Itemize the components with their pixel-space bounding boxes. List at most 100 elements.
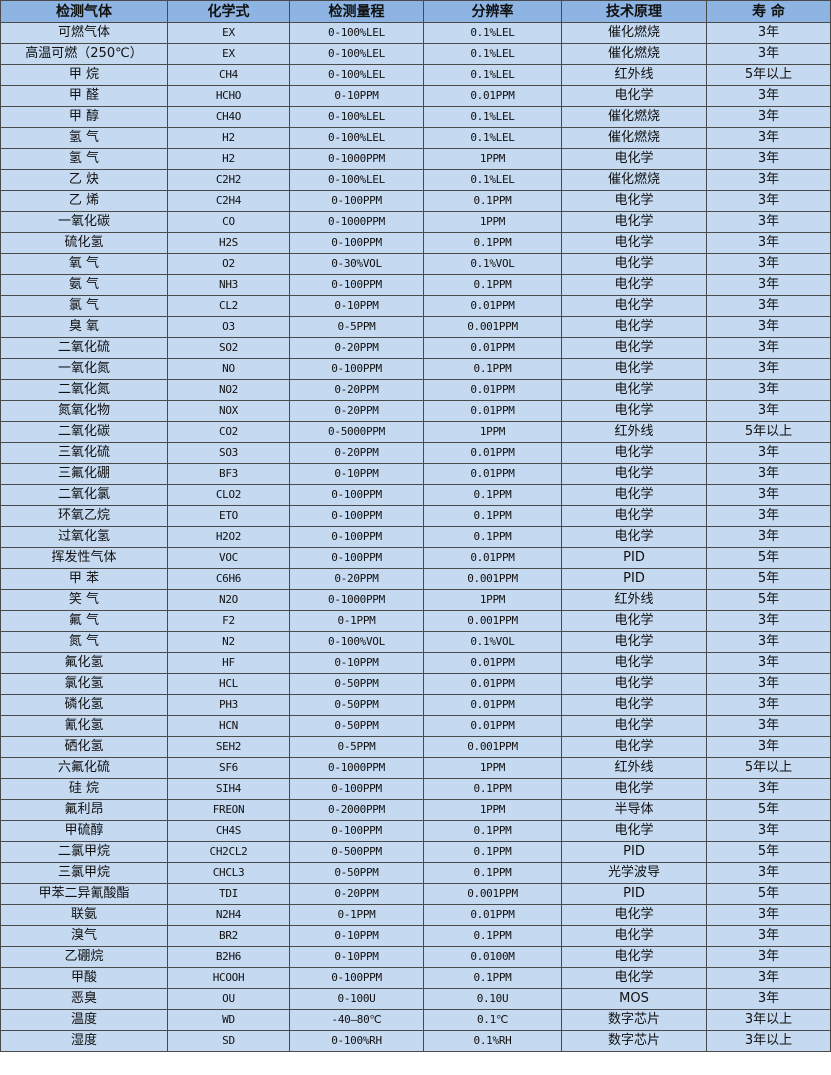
- table-row: 联氨 N2H4 0-1PPM 0.01PPM 电化学 3年: [0, 904, 831, 926]
- lifespan-cell: 3年: [706, 778, 831, 800]
- lifespan-cell: 3年: [706, 358, 831, 380]
- gas-name-cell: 氟利昂: [0, 799, 168, 821]
- range-cell: 0-20PPM: [289, 883, 424, 905]
- gas-detection-table: 检测气体 化学式 检测量程 分辨率 技术原理寿 命 可燃气体 EX 0-100%LEL 0.1…: [0, 0, 831, 1052]
- lifespan-cell: 3年: [706, 652, 831, 674]
- principle-cell: 数字芯片: [561, 1030, 707, 1052]
- lifespan-cell: 3年: [706, 43, 831, 65]
- formula-cell: HCHO: [167, 85, 290, 107]
- resolution-cell: 0.01PPM: [423, 337, 562, 359]
- principle-cell: 红外线: [561, 421, 707, 443]
- range-cell: 0-5PPM: [289, 736, 424, 758]
- gas-name-cell: 一氧化碳: [0, 211, 168, 233]
- gas-name-cell: 甲硫醇: [0, 820, 168, 842]
- range-cell: 0-5000PPM: [289, 421, 424, 443]
- range-cell: 0-20PPM: [289, 442, 424, 464]
- resolution-cell: 0.001PPM: [423, 568, 562, 590]
- lifespan-cell: 3年: [706, 106, 831, 128]
- table-row: 二氧化氮 NO2 0-20PPM 0.01PPM 电化学 3年: [0, 379, 831, 401]
- range-cell: 0-100%LEL: [289, 127, 424, 149]
- gas-name-cell: 三氟化硼: [0, 463, 168, 485]
- table-row: 三氟化硼 BF3 0-10PPM 0.01PPM 电化学 3年: [0, 463, 831, 485]
- lifespan-cell: 3年: [706, 820, 831, 842]
- gas-name-cell: 二氧化氮: [0, 379, 168, 401]
- formula-cell: CH2CL2: [167, 841, 290, 863]
- resolution-cell: 1PPM: [423, 589, 562, 611]
- lifespan-cell: 3年: [706, 463, 831, 485]
- gas-name-cell: 环氧乙烷: [0, 505, 168, 527]
- principle-cell: 电化学: [561, 211, 707, 233]
- principle-cell: 电化学: [561, 463, 707, 485]
- table-row: 氟化氢 HF 0-10PPM 0.01PPM 电化学 3年: [0, 652, 831, 674]
- gas-name-cell: 氧 气: [0, 253, 168, 275]
- range-cell: 0-100PPM: [289, 967, 424, 989]
- table-row: 二氧化硫 SO2 0-20PPM 0.01PPM 电化学 3年: [0, 337, 831, 359]
- lifespan-cell: 3年: [706, 484, 831, 506]
- range-cell: 0-100PPM: [289, 358, 424, 380]
- principle-cell: 电化学: [561, 694, 707, 716]
- principle-cell: 电化学: [561, 505, 707, 527]
- formula-cell: CO2: [167, 421, 290, 443]
- gas-name-cell: 氮氧化物: [0, 400, 168, 422]
- formula-cell: CH4: [167, 64, 290, 86]
- formula-cell: BF3: [167, 463, 290, 485]
- lifespan-cell: 5年: [706, 589, 831, 611]
- range-cell: 0-100PPM: [289, 274, 424, 296]
- table-row: 氮 气 N2 0-100%VOL 0.1%VOL 电化学 3年: [0, 631, 831, 653]
- lifespan-cell: 3年: [706, 379, 831, 401]
- lifespan-cell: 5年: [706, 841, 831, 863]
- principle-cell: 催化燃烧: [561, 169, 707, 191]
- gas-name-cell: 氨 气: [0, 274, 168, 296]
- principle-cell: 催化燃烧: [561, 43, 707, 65]
- table-row: 可燃气体 EX 0-100%LEL 0.1%LEL 催化燃烧 3年: [0, 22, 831, 44]
- gas-name-cell: 三氯甲烷: [0, 862, 168, 884]
- resolution-cell: 0.01PPM: [423, 295, 562, 317]
- table-row: 氨 气 NH3 0-100PPM 0.1PPM 电化学 3年: [0, 274, 831, 296]
- header-principle: 技术原理: [561, 0, 707, 23]
- resolution-cell: 0.01PPM: [423, 694, 562, 716]
- lifespan-cell: 3年以上: [706, 1030, 831, 1052]
- lifespan-cell: 3年: [706, 904, 831, 926]
- lifespan-cell: 3年: [706, 631, 831, 653]
- table-row: 二氧化氯 CLO2 0-100PPM 0.1PPM 电化学 3年: [0, 484, 831, 506]
- lifespan-cell: 3年: [706, 505, 831, 527]
- range-cell: 0-100%LEL: [289, 43, 424, 65]
- table-row: 一氧化碳 CO 0-1000PPM 1PPM 电化学 3年: [0, 211, 831, 233]
- lifespan-cell: 5年: [706, 799, 831, 821]
- resolution-cell: 1PPM: [423, 421, 562, 443]
- table-row: 过氧化氢 H2O2 0-100PPM 0.1PPM 电化学 3年: [0, 526, 831, 548]
- principle-cell: 电化学: [561, 274, 707, 296]
- formula-cell: HCN: [167, 715, 290, 737]
- lifespan-cell: 3年: [706, 610, 831, 632]
- principle-cell: PID: [561, 841, 707, 863]
- table-row: 乙硼烷 B2H6 0-10PPM 0.0100M 电化学 3年: [0, 946, 831, 968]
- resolution-cell: 0.1PPM: [423, 778, 562, 800]
- principle-cell: 电化学: [561, 400, 707, 422]
- formula-cell: WD: [167, 1009, 290, 1031]
- resolution-cell: 0.01PPM: [423, 400, 562, 422]
- resolution-cell: 0.01PPM: [423, 715, 562, 737]
- principle-cell: 催化燃烧: [561, 22, 707, 44]
- gas-name-cell: 硫化氢: [0, 232, 168, 254]
- table-row: 甲苯二异氰酸酯 TDI 0-20PPM 0.001PPM PID 5年: [0, 883, 831, 905]
- principle-cell: 红外线: [561, 589, 707, 611]
- formula-cell: C2H2: [167, 169, 290, 191]
- lifespan-cell: 5年以上: [706, 64, 831, 86]
- resolution-cell: 0.01PPM: [423, 652, 562, 674]
- lifespan-cell: 3年: [706, 736, 831, 758]
- gas-name-cell: 溴气: [0, 925, 168, 947]
- table-row: 硫化氢 H2S 0-100PPM 0.1PPM 电化学 3年: [0, 232, 831, 254]
- table-row: 乙 炔 C2H2 0-100%LEL 0.1%LEL 催化燃烧 3年: [0, 169, 831, 191]
- table-row: 臭 氧 O3 0-5PPM 0.001PPM 电化学 3年: [0, 316, 831, 338]
- principle-cell: 电化学: [561, 190, 707, 212]
- lifespan-cell: 3年: [706, 337, 831, 359]
- range-cell: 0-2000PPM: [289, 799, 424, 821]
- resolution-cell: 0.1PPM: [423, 232, 562, 254]
- table-row: 氯 气 CL2 0-10PPM 0.01PPM 电化学 3年: [0, 295, 831, 317]
- lifespan-cell: 3年: [706, 925, 831, 947]
- principle-cell: 电化学: [561, 820, 707, 842]
- formula-cell: N2O: [167, 589, 290, 611]
- range-cell: 0-1PPM: [289, 904, 424, 926]
- principle-cell: 数字芯片: [561, 1009, 707, 1031]
- lifespan-cell: 5年: [706, 547, 831, 569]
